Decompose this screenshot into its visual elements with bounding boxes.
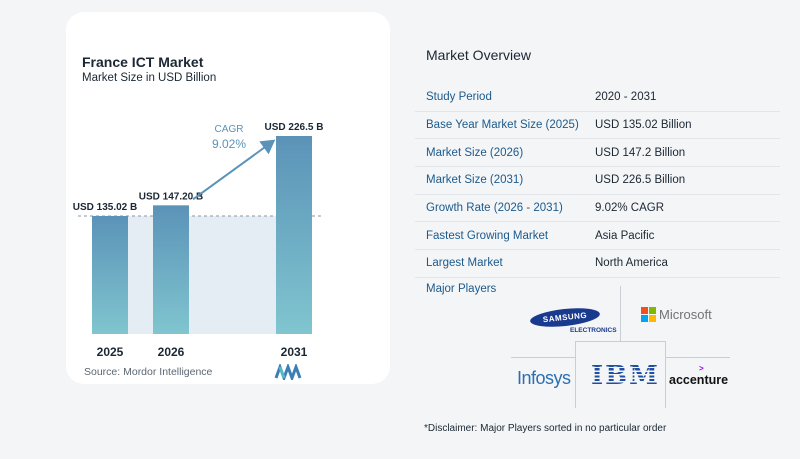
bar-2026 [153,205,189,334]
overview-row-key: Growth Rate (2026 - 2031) [426,202,563,215]
grid-divider [665,357,730,358]
overview-row-value: 2020 - 2031 [595,91,657,104]
overview-row: Growth Rate (2026 - 2031) 9.02% CAGR [415,195,780,223]
overview-row: Market Size (2026) USD 147.2 Billion [415,139,780,168]
bar-2031 [276,136,312,334]
x-tick-2031: 2031 [281,345,308,359]
grid-divider [665,341,666,408]
bar-2025 [92,215,128,334]
microsoft-logo-text: Microsoft [659,307,712,322]
microsoft-logo-icon [641,307,656,322]
accenture-logo-icon: > [699,364,704,373]
overview-row-key: Base Year Market Size (2025) [426,119,579,132]
overview-row-value: USD 135.02 Billion [595,119,692,132]
overview-row-key: Study Period [426,91,492,104]
microsoft-logo: Microsoft [641,307,712,322]
growth-arrow [192,139,276,201]
data-label-2025: USD 135.02 B [73,202,137,213]
grid-divider [511,357,575,358]
overview-row: Fastest Growing Market Asia Pacific [415,222,780,251]
ibm-logo: IBM [591,361,660,391]
overview-row-value: USD 147.2 Billion [595,146,686,159]
overview-row: Market Size (2031) USD 226.5 Billion [415,167,780,195]
infosys-logo: Infosys [517,368,571,388]
chart-card: USD 135.02 B 2025 USD 147.20 B 2026 USD 226.… [66,12,390,384]
chart-title: France ICT Market [82,54,204,70]
overview-row: Base Year Market Size (2025) USD 135.02 B… [415,112,780,140]
source-note: Source: Mordor Intelligence [84,366,213,378]
grid-divider [575,341,666,342]
disclaimer: *Disclaimer: Major Players sorted in no … [424,423,667,434]
x-tick-2025: 2025 [97,345,124,359]
data-label-2026: USD 147.20 B [139,191,203,202]
reference-band [92,215,312,334]
players-title: Major Players [426,283,497,295]
samsung-logo-text: SAMSUNG [542,310,588,325]
overview-row-value: USD 226.5 Billion [595,174,686,187]
overview-row-key: Market Size (2031) [426,174,524,187]
overview-row-value: 9.02% CAGR [595,202,665,215]
overview-row-key: Fastest Growing Market [426,229,549,242]
mordor-logo-icon [274,364,302,380]
cagr-value: 9.02% [212,137,246,151]
overview-row: Largest Market North America [415,250,780,278]
data-label-2031: USD 226.5 B [265,122,324,133]
accenture-logo-text: accenture [669,373,729,387]
x-tick-2026: 2026 [158,345,185,359]
overview-row-value: North America [595,257,668,270]
samsung-logo: SAMSUNG ELECTRONICS [529,305,617,334]
overview-row: Study Period 2020 - 2031 [415,84,780,112]
overview-row-value: Asia Pacific [595,229,655,242]
samsung-logo-subtext: ELECTRONICS [570,327,617,334]
chart-subtitle: Market Size in USD Billion [82,72,217,84]
overview-table: Study Period 2020 - 2031 Base Year Market … [415,84,780,278]
overview-title: Market Overview [426,47,532,63]
overview-row-key: Largest Market [426,257,503,270]
grid-divider [575,341,576,408]
cagr-label: CAGR [215,124,244,135]
accenture-logo: > accenture [669,364,729,389]
bar-chart: USD 135.02 B 2025 USD 147.20 B 2026 USD 226.… [73,122,324,359]
grid-divider [620,286,621,341]
overview-row-key: Market Size (2026) [426,146,524,159]
ibm-logo-text: IBM [591,361,660,391]
